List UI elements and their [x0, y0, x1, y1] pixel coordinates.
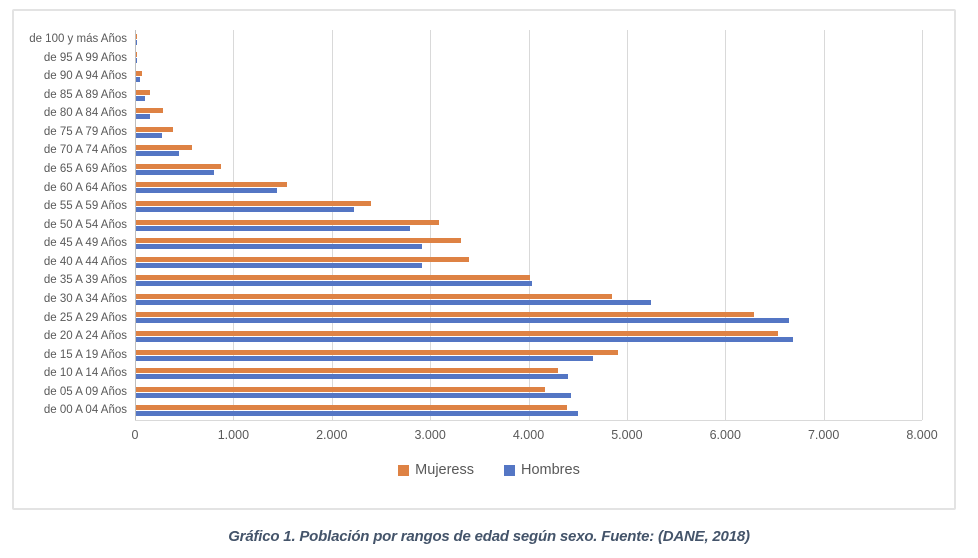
legend-item-hombres: Hombres	[504, 462, 580, 478]
legend-label: Mujeress	[415, 462, 474, 478]
legend: Mujeress Hombres	[0, 462, 978, 478]
chart-caption: Gráfico 1. Población por rangos de edad …	[228, 528, 750, 545]
chart-frame	[12, 9, 956, 510]
legend-label: Hombres	[521, 462, 580, 478]
legend-item-mujeress: Mujeress	[398, 462, 474, 478]
legend-swatch-icon	[504, 464, 515, 476]
legend-swatch-icon	[398, 464, 410, 476]
